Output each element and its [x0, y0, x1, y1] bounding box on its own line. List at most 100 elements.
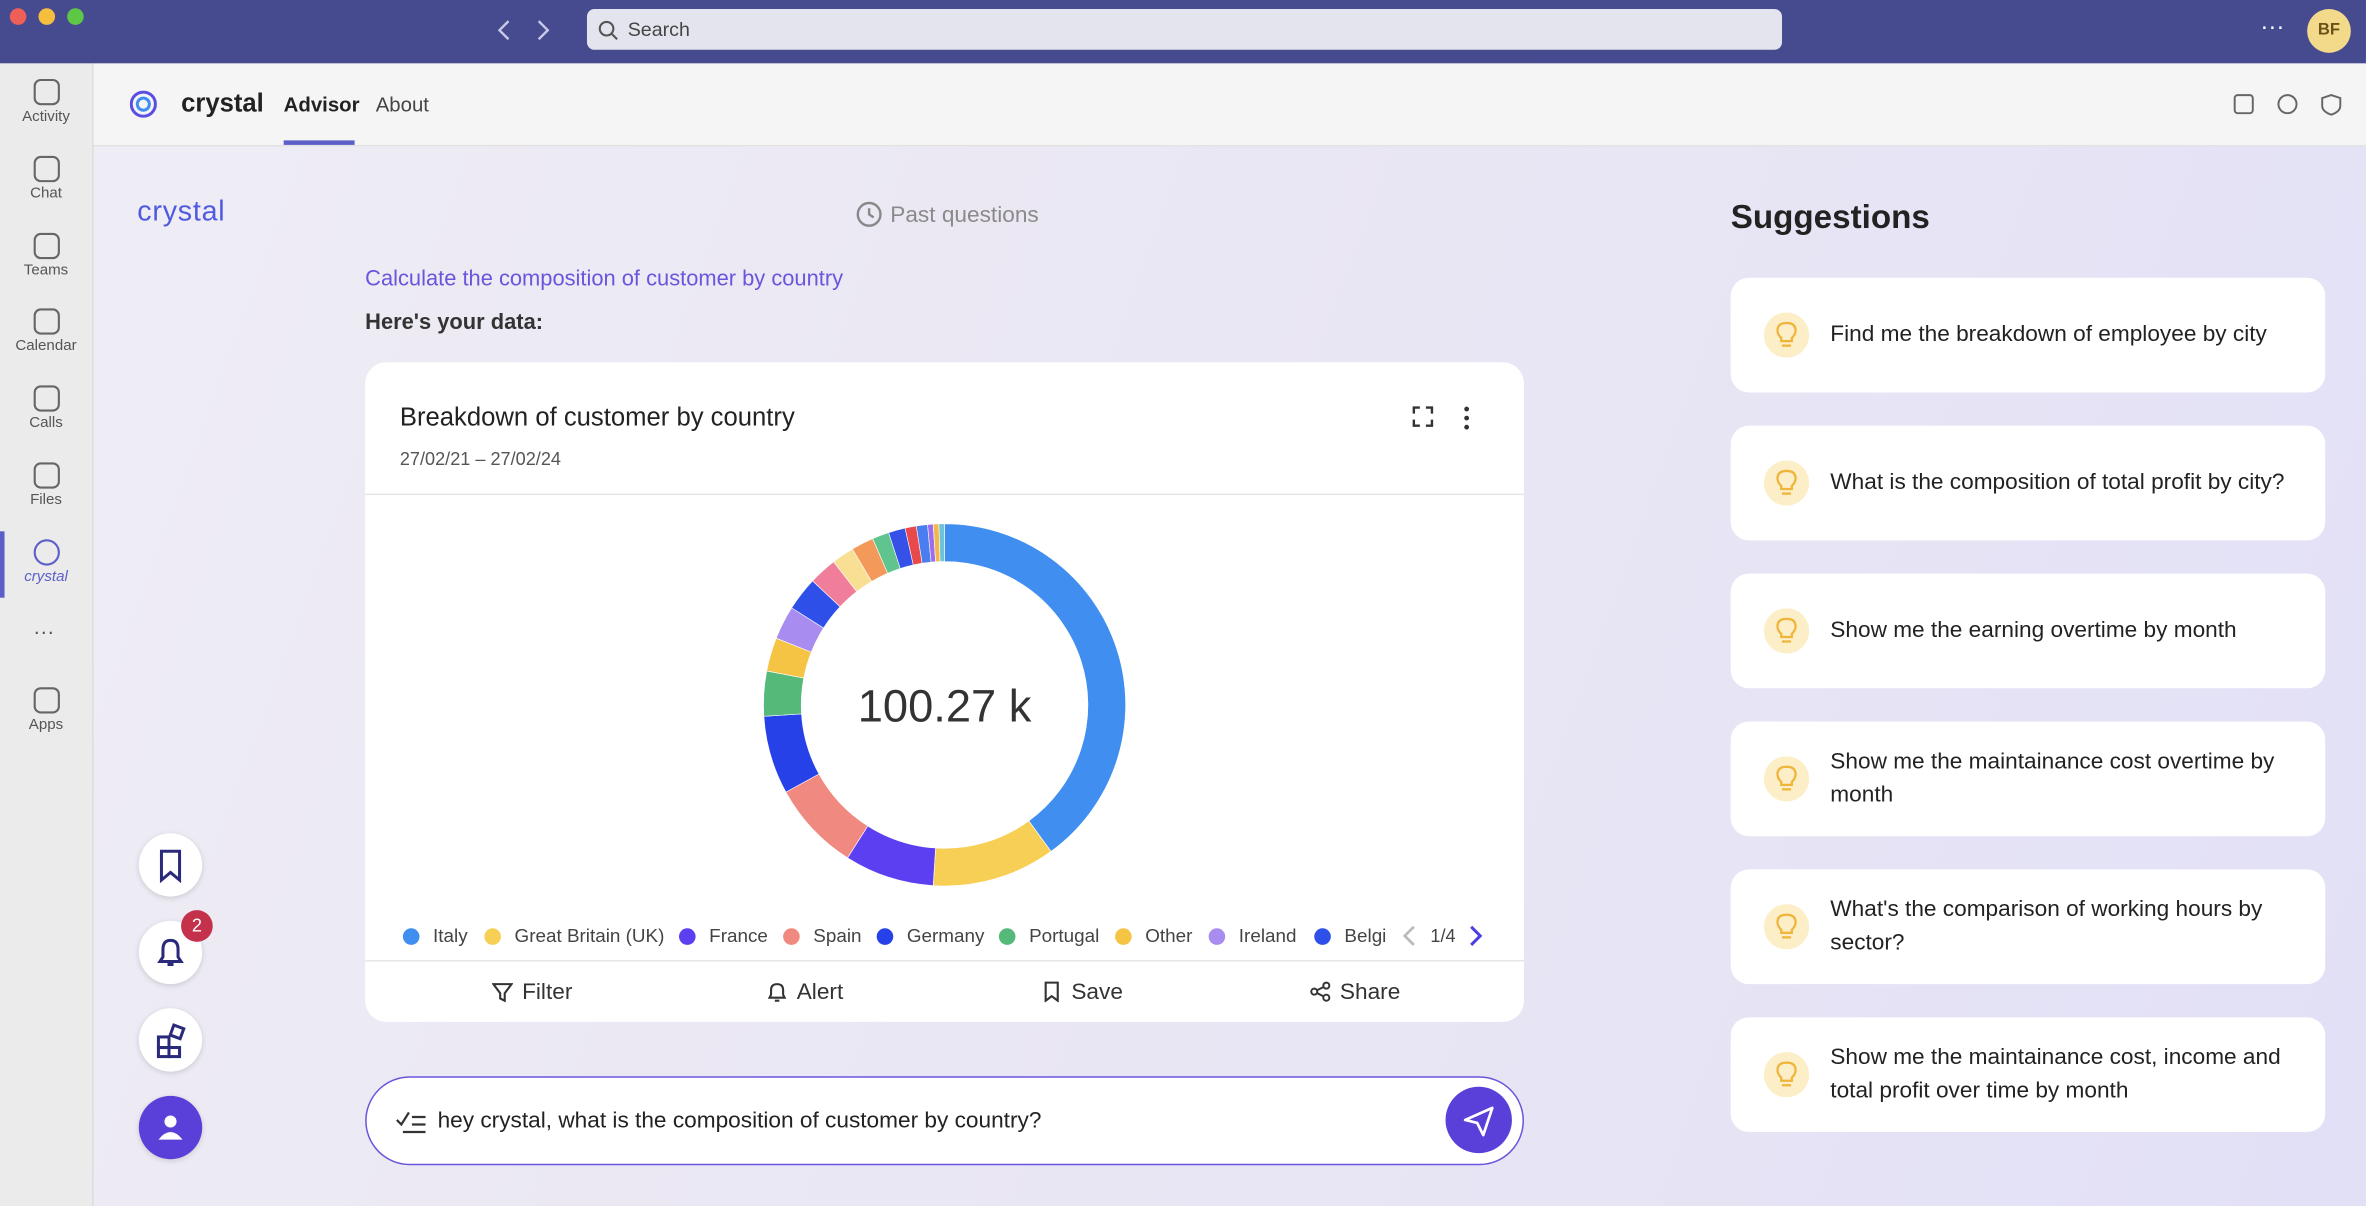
action-button[interactable]: Filter — [491, 977, 573, 1007]
legend-item[interactable]: Great Britain (UK) — [484, 924, 664, 948]
legend-item[interactable]: Belgi — [1314, 924, 1386, 948]
card-tools[interactable] — [1411, 405, 1486, 432]
action-icon — [1044, 981, 1059, 1003]
title-bar: Search ··· BF — [0, 0, 2366, 64]
action-icon — [1310, 981, 1331, 1002]
suggestion-card[interactable]: Show me the earning overtime by month — [1730, 573, 2326, 689]
action-icon — [491, 983, 514, 1003]
past-questions-label: Past questions — [890, 201, 1039, 228]
legend-item[interactable]: Portugal — [998, 924, 1100, 948]
legend-page: 1/4 — [1430, 925, 1456, 947]
suggestion-text: Show me the earning overtime by month — [1830, 617, 2237, 644]
notification-badge: 2 — [181, 910, 213, 942]
rail-icon[interactable] — [30, 305, 63, 338]
rail-icon[interactable] — [30, 229, 63, 262]
suggestion-text: Find me the breakdown of employee by cit… — [1830, 321, 2267, 348]
tab-about[interactable]: About — [375, 93, 429, 117]
send-button[interactable] — [1445, 1086, 1512, 1154]
rail-icon[interactable] — [30, 152, 63, 185]
rail-icon[interactable] — [30, 684, 63, 717]
action-label: Share — [1339, 978, 1401, 1005]
rail-label: Calendar — [15, 338, 77, 355]
app-rail: Activity Chat Teams Calendar Calls Files cryst… — [0, 63, 94, 1206]
legend-item[interactable]: Italy — [402, 924, 468, 948]
legend-item[interactable]: France — [679, 924, 768, 948]
search-box[interactable]: Search — [586, 9, 1783, 50]
bulb-icon — [1763, 460, 1810, 506]
legend-swatch — [484, 927, 501, 945]
rail-label: Files — [30, 492, 62, 509]
pie-slice — [763, 670, 805, 717]
legend-label: Other — [1145, 925, 1193, 947]
rail-icon[interactable] — [30, 382, 63, 415]
rail-icon[interactable] — [30, 536, 63, 569]
pie-slice — [785, 773, 869, 859]
nav-arrows[interactable] — [493, 18, 553, 42]
active-indicator — [0, 531, 5, 598]
chart-title: Breakdown of customer by country — [399, 403, 795, 432]
legend-swatch — [1208, 927, 1226, 945]
icon-shape — [33, 539, 60, 566]
legend-item[interactable]: Other — [1115, 924, 1192, 948]
bulb-icon — [1763, 904, 1810, 950]
rail-icon[interactable] — [30, 459, 63, 492]
legend-item[interactable]: Ireland — [1208, 924, 1297, 948]
rail-label: Activity — [22, 108, 70, 126]
suggestion-card[interactable]: What is the composition of total profit … — [1730, 425, 2326, 541]
legend-label: Great Britain (UK) — [514, 925, 665, 947]
suggestion-card[interactable]: What's the comparison of working hours b… — [1730, 869, 2326, 985]
legend-next[interactable] — [1467, 924, 1485, 948]
legend-prev[interactable] — [1400, 924, 1418, 948]
suggestion-text: What is the composition of total profit … — [1830, 469, 2285, 496]
profile-button[interactable] — [138, 1095, 203, 1160]
rail-icon[interactable] — [30, 75, 63, 108]
bookmark-button[interactable] — [138, 833, 203, 897]
suggestion-text: What's the comparison of working hours b… — [1830, 896, 2263, 956]
rail-label: Chat — [30, 185, 62, 203]
action-label: Filter — [522, 978, 573, 1005]
action-button[interactable]: Save — [1041, 977, 1123, 1007]
bulb-icon — [1763, 608, 1810, 654]
pie-slice — [932, 820, 1052, 887]
more-menu[interactable]: ··· — [2260, 15, 2285, 41]
app-name: crystal — [181, 89, 264, 118]
action-button[interactable]: Share — [1310, 977, 1401, 1007]
past-questions[interactable]: Past questions — [853, 199, 1039, 229]
window-controls[interactable] — [9, 8, 87, 26]
avatar[interactable]: BF — [2307, 9, 2351, 53]
suggestion-card[interactable]: Find me the breakdown of employee by cit… — [1730, 277, 2326, 393]
tab-advisor[interactable]: Advisor — [283, 93, 360, 117]
action-label: Alert — [796, 978, 844, 1005]
suggestion-card[interactable]: Show me the maintainance cost overtime b… — [1730, 721, 2326, 837]
legend-swatch — [1314, 927, 1331, 945]
icon-shape — [33, 155, 60, 183]
suggestions-title: Suggestions — [1730, 197, 1930, 236]
action-button[interactable]: Alert — [767, 977, 844, 1007]
divider — [365, 493, 1524, 496]
action-icon — [767, 983, 787, 1002]
rail-label: Calls — [29, 415, 63, 432]
chat-input[interactable]: hey crystal, what is the composition of … — [365, 1076, 1524, 1166]
pie-slice — [944, 523, 1126, 852]
suggestion-card[interactable]: Show me the maintainance cost, income an… — [1730, 1017, 2326, 1133]
rail-more[interactable]: ··· — [33, 618, 55, 644]
icon-shape — [33, 462, 60, 489]
legend-label: Ireland — [1238, 925, 1297, 947]
rail-label: Apps — [28, 716, 64, 734]
legend-swatch — [783, 927, 800, 945]
legend-item[interactable]: Spain — [783, 924, 862, 948]
icon-shape — [33, 78, 60, 106]
widgets-button[interactable] — [138, 1008, 203, 1072]
legend-swatch — [1115, 927, 1132, 945]
legend-swatch — [402, 927, 420, 945]
legend-label: Belgi — [1344, 925, 1387, 947]
header-icons[interactable] — [2232, 92, 2345, 116]
crystal-logo: crystal — [137, 196, 226, 228]
legend-label: Italy — [433, 925, 468, 947]
legend-label: Portugal — [1029, 925, 1100, 947]
bulb-icon — [1763, 756, 1810, 802]
legend-item[interactable]: Germany — [876, 924, 984, 948]
search-placeholder: Search — [627, 18, 690, 41]
rail-label: Teams — [23, 262, 69, 280]
